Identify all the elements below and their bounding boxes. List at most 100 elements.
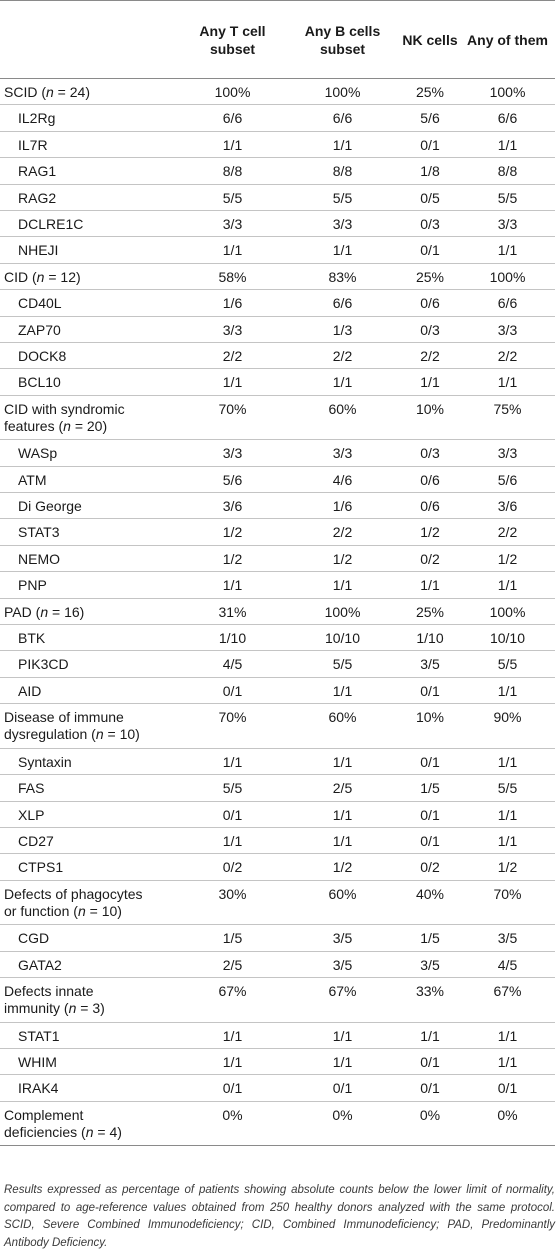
table-group-row: PAD (n = 16) 31% 100% 25% 100% <box>0 598 555 626</box>
value-cell-nk-cells: 1/1 <box>400 1022 460 1050</box>
value-cell-b-cells: 3/3 <box>285 439 400 467</box>
value-cell-t-cell: 1/1 <box>180 748 285 776</box>
gene-label-cell: Syntaxin <box>0 748 180 776</box>
value-cell-t-cell: 1/6 <box>180 289 285 317</box>
group-label-line2: dysregulation ( <box>4 726 96 743</box>
table-row: ZAP70 3/3 1/3 0/3 3/3 <box>0 316 555 343</box>
value-cell-any: 1/1 <box>460 571 555 599</box>
value-cell-any: 3/6 <box>460 492 555 520</box>
value-cell-nk-cells: 1/2 <box>400 518 460 546</box>
value-cell-b-cells: 6/6 <box>285 104 400 132</box>
group-n-value: = 4) <box>93 1123 122 1140</box>
value-cell-nk-cells: 1/10 <box>400 624 460 652</box>
table-row: STAT3 1/2 2/2 1/2 2/2 <box>0 518 555 546</box>
gene-label: BCL10 <box>18 374 61 391</box>
table-group-row: SCID (n = 24) 100% 100% 25% 100% <box>0 78 555 106</box>
table-row: GATA2 2/5 3/5 3/5 4/5 <box>0 951 555 979</box>
gene-label-cell: CD40L <box>0 289 180 317</box>
group-label-cell: Defects of phagocytes or function (n = 10… <box>0 880 180 926</box>
value-cell-t-cell: 8/8 <box>180 157 285 185</box>
value-cell-nk-cells: 0/5 <box>400 184 460 211</box>
value-cell-t-cell: 1/1 <box>180 827 285 855</box>
value-cell-b-cells: 4/6 <box>285 466 400 494</box>
gene-label-cell: BTK <box>0 624 180 652</box>
value-cell-b-cells: 1/1 <box>285 801 400 828</box>
value-cell-b-cells: 1/2 <box>285 853 400 881</box>
table-row: XLP 0/1 1/1 0/1 1/1 <box>0 801 555 828</box>
gene-label: RAG2 <box>18 189 57 206</box>
value-cell-nk-cells: 0/6 <box>400 289 460 317</box>
group-label-line2: or function ( <box>4 902 78 919</box>
value-cell-any: 6/6 <box>460 104 555 132</box>
value-cell-t-cell: 3/6 <box>180 492 285 520</box>
table-row: ATM 5/6 4/6 0/6 5/6 <box>0 466 555 494</box>
value-cell-nk-cells: 0/1 <box>400 1074 460 1102</box>
group-n-value: = 3) <box>76 1000 105 1017</box>
value-cell-any: 100% <box>460 263 555 291</box>
header-cell-t-cell: Any T cell subset <box>180 0 285 79</box>
group-label-cell: Defects innate immunity (n = 3) <box>0 977 180 1023</box>
gene-label: CTPS1 <box>18 859 64 876</box>
value-cell-nk-cells: 1/1 <box>400 571 460 599</box>
group-label-cell: CID (n = 12) <box>0 263 180 291</box>
group-label-line1: Defects of phagocytes <box>4 885 143 902</box>
value-cell-b-cells: 83% <box>285 263 400 291</box>
gene-label-cell: IRAK4 <box>0 1074 180 1102</box>
value-cell-t-cell: 58% <box>180 263 285 291</box>
value-cell-t-cell: 0/1 <box>180 1074 285 1102</box>
group-label: PAD ( <box>4 603 41 620</box>
value-cell-t-cell: 2/5 <box>180 951 285 979</box>
value-cell-nk-cells: 0/3 <box>400 316 460 343</box>
value-cell-any: 10/10 <box>460 624 555 652</box>
gene-label: DCLRE1C <box>18 215 84 232</box>
gene-label-cell: RAG1 <box>0 157 180 185</box>
table-group-row: CID with syndromic features (n = 20) 70% 60… <box>0 395 555 441</box>
group-label-cell: CID with syndromic features (n = 20) <box>0 395 180 441</box>
value-cell-t-cell: 70% <box>180 703 285 749</box>
value-cell-t-cell: 5/5 <box>180 184 285 211</box>
value-cell-t-cell: 5/5 <box>180 774 285 802</box>
group-label: CID ( <box>4 268 37 285</box>
gene-label-cell: CTPS1 <box>0 853 180 881</box>
gene-label-cell: NHEJI <box>0 236 180 264</box>
table-group-row: CID (n = 12) 58% 83% 25% 100% <box>0 263 555 291</box>
gene-label: ZAP70 <box>18 321 61 338</box>
table-group-row: Complement deficiencies (n = 4) 0% 0% 0% 0% <box>0 1101 555 1147</box>
group-label-line2: deficiencies ( <box>4 1123 86 1140</box>
value-cell-nk-cells: 0/2 <box>400 853 460 881</box>
value-cell-any: 1/1 <box>460 1022 555 1050</box>
value-cell-t-cell: 0/2 <box>180 853 285 881</box>
value-cell-t-cell: 0% <box>180 1101 285 1147</box>
value-cell-nk-cells: 0/6 <box>400 466 460 494</box>
value-cell-nk-cells: 5/6 <box>400 104 460 132</box>
value-cell-t-cell: 70% <box>180 395 285 441</box>
value-cell-any: 1/1 <box>460 368 555 396</box>
table-row: CD27 1/1 1/1 0/1 1/1 <box>0 827 555 855</box>
group-n-symbol: n <box>95 726 104 743</box>
gene-label-cell: FAS <box>0 774 180 802</box>
value-cell-b-cells: 60% <box>285 395 400 441</box>
value-cell-any: 3/5 <box>460 924 555 952</box>
group-n-symbol: n <box>46 84 54 100</box>
gene-label-cell: DOCK8 <box>0 342 180 370</box>
gene-label: NHEJI <box>18 242 59 259</box>
value-cell-any: 100% <box>460 598 555 626</box>
gene-label: NEMO <box>18 550 60 567</box>
gene-label: CD27 <box>18 832 54 849</box>
value-cell-nk-cells: 0/6 <box>400 492 460 520</box>
table-row: STAT1 1/1 1/1 1/1 1/1 <box>0 1022 555 1050</box>
value-cell-any: 1/1 <box>460 1048 555 1076</box>
gene-label-cell: CD27 <box>0 827 180 855</box>
gene-label-cell: GATA2 <box>0 951 180 979</box>
value-cell-b-cells: 6/6 <box>285 289 400 317</box>
value-cell-b-cells: 1/1 <box>285 368 400 396</box>
gene-label: IRAK4 <box>18 1080 59 1097</box>
gene-label-cell: DCLRE1C <box>0 210 180 238</box>
gene-label-cell: BCL10 <box>0 368 180 396</box>
value-cell-nk-cells: 40% <box>400 880 460 926</box>
value-cell-nk-cells: 3/5 <box>400 650 460 678</box>
value-cell-b-cells: 1/1 <box>285 571 400 599</box>
table-row: CGD 1/5 3/5 1/5 3/5 <box>0 924 555 952</box>
gene-label: Syntaxin <box>18 753 72 770</box>
gene-label-cell: WHIM <box>0 1048 180 1076</box>
